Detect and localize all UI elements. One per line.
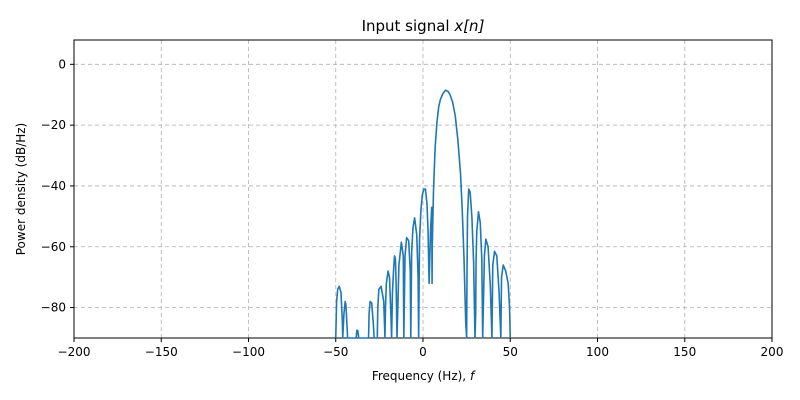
y-tick-label: −80 [41, 301, 66, 315]
y-tick-label: −60 [41, 240, 66, 254]
y-tick-label: 0 [58, 57, 66, 71]
x-tick-label: −150 [145, 345, 178, 359]
x-tick-label: 150 [673, 345, 696, 359]
series-group [334, 89, 512, 339]
series-line [334, 89, 512, 339]
chart-title: Input signal x[n] [362, 17, 485, 35]
grid [73, 40, 773, 338]
x-tick-label: 200 [761, 345, 784, 359]
y-axis-label: Power density (dB/Hz) [14, 123, 28, 256]
y-axis-ticks: 0 −20 −40 −60 −80 [41, 57, 74, 315]
x-axis-label: Frequency (Hz), f [372, 369, 476, 383]
x-tick-label: 50 [503, 345, 518, 359]
x-tick-label: −100 [232, 345, 265, 359]
x-tick-label: 100 [586, 345, 609, 359]
x-tick-label: −50 [323, 345, 348, 359]
x-tick-label: −200 [58, 345, 91, 359]
x-tick-label: 0 [419, 345, 427, 359]
y-tick-label: −40 [41, 179, 66, 193]
x-axis-ticks: −200 −150 −100 −50 0 50 100 150 200 [58, 338, 784, 359]
y-tick-label: −20 [41, 118, 66, 132]
